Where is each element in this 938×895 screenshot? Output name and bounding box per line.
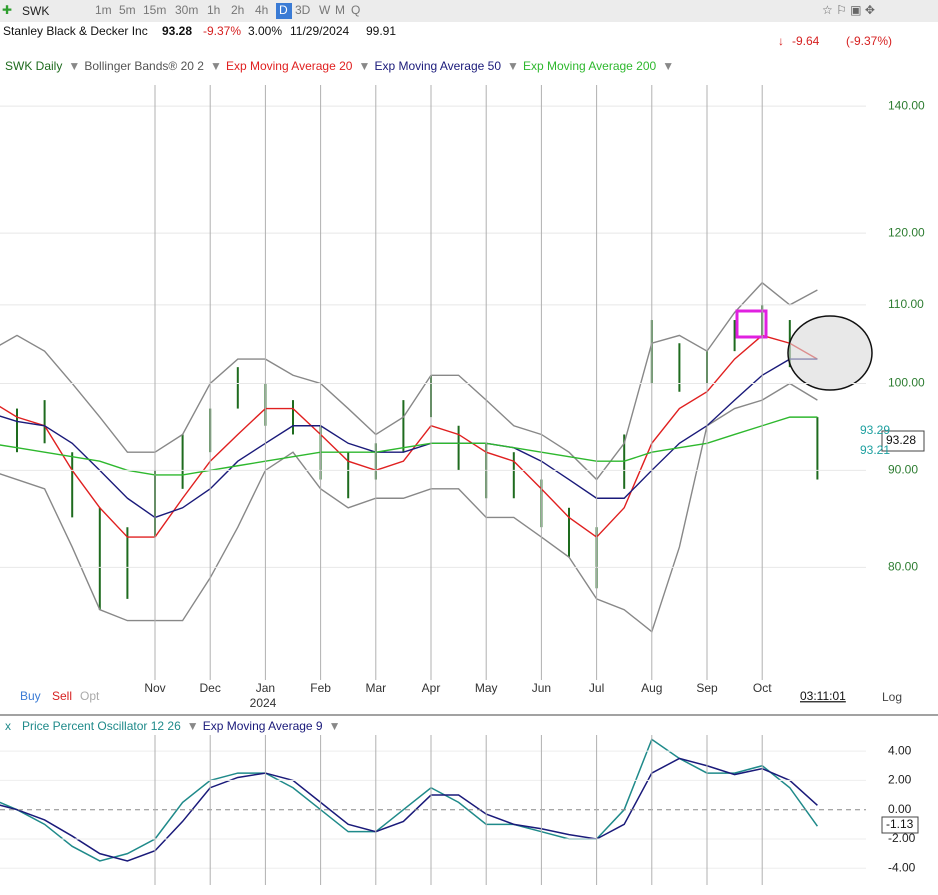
interval-button[interactable]: D xyxy=(279,3,288,17)
y-tick-label: 4.00 xyxy=(888,743,912,757)
line-series xyxy=(0,358,818,519)
sell-button[interactable]: Sell xyxy=(52,689,72,703)
buy-button[interactable]: Buy xyxy=(20,689,41,703)
line-series xyxy=(0,757,818,862)
opt-button[interactable]: Opt xyxy=(80,689,100,703)
ppo-tag-box xyxy=(881,816,919,834)
ppo-plot xyxy=(0,738,819,862)
legend-item[interactable]: Exp Moving Average 9 xyxy=(203,719,323,733)
interval-button[interactable]: 2h xyxy=(231,3,244,17)
interval-active xyxy=(276,3,292,19)
interval-button[interactable]: W xyxy=(319,3,331,17)
legend-caret: ▼ xyxy=(187,719,199,733)
year-label: 2024 xyxy=(250,696,277,710)
log-button[interactable]: Log xyxy=(882,690,902,704)
legend-caret: ▼ xyxy=(68,59,80,73)
x-tick-label: Mar xyxy=(365,681,386,695)
date: 11/29/2024 xyxy=(290,24,349,38)
x-tick-label: Apr xyxy=(422,681,441,695)
legend-item[interactable]: Exp Moving Average 50 xyxy=(374,59,501,73)
interval-button[interactable]: Q xyxy=(351,3,360,17)
last-price: 93.28 xyxy=(162,24,192,38)
legend-item[interactable]: Bollinger Bands® 20 2 xyxy=(84,59,204,73)
add-icon[interactable]: ✚ xyxy=(2,3,12,17)
legend-caret: ▼ xyxy=(507,59,519,73)
legend-item[interactable]: Price Percent Oscillator 12 26 xyxy=(22,719,181,733)
price-tag: 93.28 xyxy=(886,433,916,447)
interval-button[interactable]: 1m xyxy=(95,3,112,17)
x-tick-label: Aug xyxy=(641,681,662,695)
x-tick-label: Nov xyxy=(144,681,165,695)
x-tick-label: Feb xyxy=(310,681,331,695)
symbol[interactable]: SWK xyxy=(22,4,49,18)
change: -9.64 xyxy=(792,34,820,48)
x-tick-label: Jul xyxy=(589,681,604,695)
ppo-close[interactable]: x xyxy=(5,719,11,733)
legend-caret: ▼ xyxy=(358,59,370,73)
x-tick-label: Jun xyxy=(532,681,551,695)
legend-caret: ▼ xyxy=(662,59,674,73)
legend-item[interactable]: SWK Daily xyxy=(5,59,62,73)
line-series xyxy=(0,382,818,633)
ppo-tag: -1.13 xyxy=(886,817,914,831)
company: Stanley Black & Decker Inc xyxy=(3,24,148,38)
x-tick-label: Oct xyxy=(753,681,772,695)
toolbar-icons[interactable]: ☆ ⚐ ▣ ✥ xyxy=(822,3,875,17)
down-arrow: ↓ xyxy=(778,34,784,48)
y-tick-label: 140.00 xyxy=(888,98,925,112)
x-tick-label: Sep xyxy=(696,681,718,695)
y-tick-label: -4.00 xyxy=(888,860,916,874)
interval-button[interactable]: M xyxy=(335,3,345,17)
volatility: 3.00% xyxy=(248,24,282,38)
y-tick-label: 110.00 xyxy=(888,297,924,311)
highlight-box xyxy=(735,309,768,339)
y-tick-label: 2.00 xyxy=(888,773,912,787)
y-tick-label: 120.00 xyxy=(888,225,925,239)
y-tick-label: 100.00 xyxy=(888,376,925,390)
interval-button[interactable]: 30m xyxy=(175,3,198,17)
price-tag-box xyxy=(881,430,925,452)
interval-button[interactable]: 4h xyxy=(255,3,268,17)
change-pct: -9.37% xyxy=(203,24,241,38)
toolbar xyxy=(0,0,938,22)
legend-item[interactable]: Exp Moving Average 200 xyxy=(523,59,657,73)
legend-caret: ▼ xyxy=(210,59,222,73)
tag-lo: 93.21 xyxy=(860,443,890,457)
highlight-ellipse xyxy=(787,315,873,391)
interval-button[interactable]: 1h xyxy=(207,3,220,17)
legend-caret: ▼ xyxy=(329,719,341,733)
interval-button[interactable]: 3D xyxy=(295,3,311,17)
timer: 03:11:01 xyxy=(800,689,846,703)
line-series xyxy=(0,334,818,538)
y-tick-label: -2.00 xyxy=(888,831,916,845)
prev-close: 99.91 xyxy=(366,24,396,38)
x-tick-label: May xyxy=(475,681,498,695)
tag-hi: 93.29 xyxy=(860,423,890,437)
y-tick-label: 90.00 xyxy=(888,462,918,476)
y-tick-label: 0.00 xyxy=(888,802,912,816)
interval-button[interactable]: 15m xyxy=(143,3,166,17)
legend-item[interactable]: Exp Moving Average 20 xyxy=(226,59,353,73)
change-pct-big: (-9.37%) xyxy=(846,34,892,48)
line-series xyxy=(0,738,819,862)
line-series xyxy=(0,281,818,481)
y-tick-label: 80.00 xyxy=(888,560,918,574)
x-tick-label: Jan xyxy=(256,681,275,695)
x-tick-label: Dec xyxy=(200,681,221,695)
interval-button[interactable]: 5m xyxy=(119,3,136,17)
price-plot xyxy=(0,281,819,633)
